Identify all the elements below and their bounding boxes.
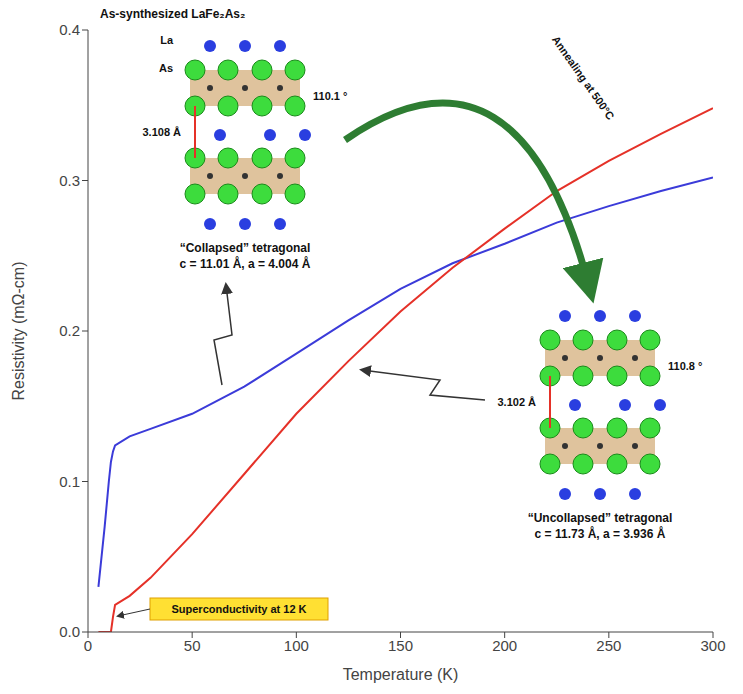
svg-text:As: As (159, 62, 173, 74)
svg-text:0.4: 0.4 (59, 21, 80, 38)
svg-text:“Collapsed” tetragonal: “Collapsed” tetragonal (180, 241, 311, 255)
svg-text:0.3: 0.3 (59, 172, 80, 189)
svg-text:Resistivity (mΩ-cm): Resistivity (mΩ-cm) (10, 261, 27, 400)
svg-text:150: 150 (388, 637, 413, 654)
svg-text:300: 300 (700, 637, 725, 654)
svg-text:As-synthesized LaFe₂As₂: As-synthesized LaFe₂As₂ (100, 7, 245, 21)
svg-text:200: 200 (492, 637, 517, 654)
svg-text:La: La (160, 34, 174, 46)
svg-text:Temperature (K): Temperature (K) (343, 666, 459, 683)
svg-text:0: 0 (84, 637, 92, 654)
svg-text:“Uncollapsed” tetragonal: “Uncollapsed” tetragonal (528, 511, 673, 525)
svg-text:50: 50 (184, 637, 201, 654)
svg-text:c = 11.73 Å, a = 3.936 Å: c = 11.73 Å, a = 3.936 Å (535, 526, 666, 541)
svg-text:100: 100 (284, 637, 309, 654)
svg-text:Superconductivity at 12 K: Superconductivity at 12 K (171, 603, 306, 615)
svg-text:0.1: 0.1 (59, 473, 80, 490)
svg-text:3.102 Å: 3.102 Å (497, 396, 536, 408)
svg-text:c = 11.01 Å, a = 4.004 Å: c = 11.01 Å, a = 4.004 Å (180, 256, 311, 271)
svg-text:110.1 °: 110.1 ° (313, 90, 347, 102)
svg-text:250: 250 (596, 637, 621, 654)
svg-text:110.8 °: 110.8 ° (668, 360, 702, 372)
svg-text:Annealing at 500°C: Annealing at 500°C (550, 33, 617, 122)
svg-text:0.0: 0.0 (59, 623, 80, 640)
svg-text:3.108 Å: 3.108 Å (142, 126, 181, 138)
svg-text:0.2: 0.2 (59, 322, 80, 339)
